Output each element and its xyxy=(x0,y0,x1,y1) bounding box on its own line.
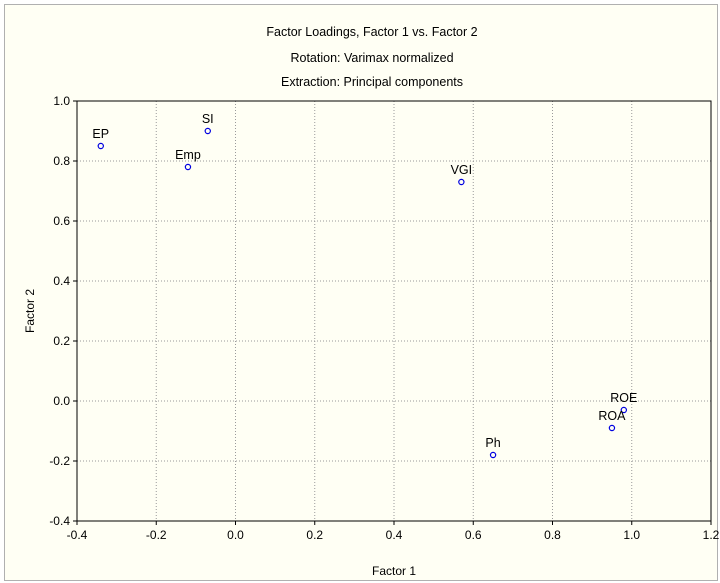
x-axis-label: Factor 1 xyxy=(372,564,416,578)
point-label-si: SI xyxy=(202,112,214,126)
y-tick-label: 0.2 xyxy=(53,334,70,348)
point-label-ph: Ph xyxy=(485,436,500,450)
x-tick-label: 1.2 xyxy=(703,528,720,542)
point-marker-emp xyxy=(184,163,192,171)
point-marker-ph xyxy=(489,451,497,459)
x-tick-label: 0.4 xyxy=(386,528,403,542)
x-tick-label: 0.0 xyxy=(227,528,244,542)
x-tick-label: 0.8 xyxy=(544,528,561,542)
point-marker-si xyxy=(204,127,211,135)
axis-ticks: -0.4 -0.2 0.0 0.2 0.4 0.6 0.8 1.0 1.2 -0.4 -0.2 0.0… xyxy=(49,94,719,542)
point-label-roe: ROE xyxy=(610,391,637,405)
y-axis-label: Factor 2 xyxy=(23,289,37,333)
point-label-emp: Emp xyxy=(175,148,201,162)
point-marker-ep xyxy=(97,142,104,150)
y-tick-label: 0.0 xyxy=(53,394,70,408)
chart-title: Factor Loadings, Factor 1 vs. Factor 2 xyxy=(266,25,477,39)
x-tick-label: -0.2 xyxy=(146,528,167,542)
point-marker-roe xyxy=(620,406,628,414)
chart-subtitle-extraction: Extraction: Principal components xyxy=(281,75,463,89)
data-points: EP SI Emp VGI Ph ROE ROA xyxy=(92,112,637,459)
x-tick-label: -0.4 xyxy=(67,528,88,542)
grid-lines xyxy=(77,101,711,521)
y-tick-label: 0.4 xyxy=(53,274,70,288)
y-tick-label: 1.0 xyxy=(53,94,70,108)
point-label-vgi: VGI xyxy=(451,163,473,177)
y-tick-label: 0.6 xyxy=(53,214,70,228)
x-tick-label: 0.6 xyxy=(465,528,482,542)
x-tick-label: 0.2 xyxy=(306,528,323,542)
x-tick-label: 1.0 xyxy=(623,528,640,542)
point-marker-vgi xyxy=(458,178,465,186)
point-label-roa: ROA xyxy=(598,409,626,423)
chart-subtitle-rotation: Rotation: Varimax normalized xyxy=(290,51,453,65)
y-tick-label: 0.8 xyxy=(53,154,70,168)
chart-frame xyxy=(4,4,718,581)
y-tick-label: -0.2 xyxy=(49,454,70,468)
y-tick-label: -0.4 xyxy=(49,514,70,528)
point-marker-roa xyxy=(608,424,616,432)
point-label-ep: EP xyxy=(92,127,109,141)
